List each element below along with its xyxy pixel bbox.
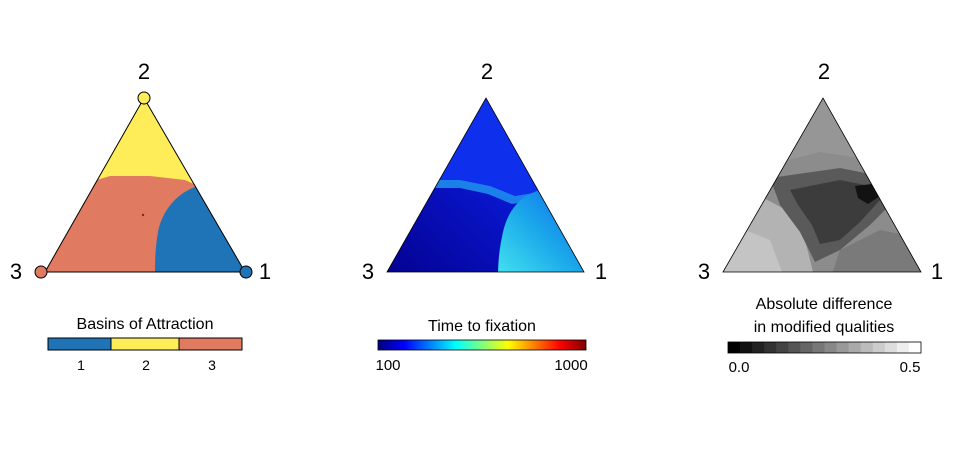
colorbar-step <box>884 342 898 353</box>
basins-legend-title: Basins of Attraction <box>77 316 214 333</box>
colorbar-step <box>764 342 777 353</box>
basins-ternary-map <box>45 98 245 272</box>
fixation-boundary-band <box>430 180 540 204</box>
difference-tick-max: 0.5 <box>900 359 921 376</box>
fixation-vertex-top-label: 2 <box>481 59 493 84</box>
difference-legend-title-line2: in modified qualities <box>754 319 895 336</box>
difference-legend-title-line1: Absolute difference <box>756 296 893 313</box>
legend-label-2: 2 <box>142 357 150 373</box>
legend-swatch-2 <box>110 337 180 351</box>
basins-triangle-border <box>44 96 246 273</box>
basins-vertex-left-label: 3 <box>10 259 22 284</box>
legend-label-3: 3 <box>208 357 216 373</box>
difference-colorbar <box>727 341 922 354</box>
basins-panel: 2 3 1 Basins of Attraction 1 2 3 <box>10 59 271 373</box>
fixation-triangle-border <box>386 97 585 273</box>
difference-triangle-border <box>722 97 922 273</box>
fixation-tick-max: 1000 <box>554 357 587 374</box>
fixation-vertex-left-label: 3 <box>362 259 374 284</box>
legend-label-1: 1 <box>77 357 85 373</box>
colorbar-border <box>727 341 922 354</box>
colorbar-step <box>800 342 813 353</box>
colorbar-step <box>872 342 886 353</box>
colorbar-step <box>728 342 741 353</box>
fixation-colorbar <box>377 339 587 351</box>
legend-swatch-3 <box>178 337 243 351</box>
difference-ternary-map <box>723 98 921 272</box>
interior-point <box>141 213 145 217</box>
colorbar-step <box>824 342 837 353</box>
diff-darkest-spot <box>855 184 880 204</box>
fixation-legend-title: Time to fixation <box>428 318 536 335</box>
colorbar-step <box>788 342 801 353</box>
colorbar-step <box>896 342 910 353</box>
colorbar-step <box>752 342 765 353</box>
difference-tick-min: 0.0 <box>729 359 750 376</box>
colorbar-step <box>908 342 922 353</box>
fixation-upper-region <box>387 98 584 200</box>
vertex-3-marker <box>34 265 48 279</box>
vertex-1-marker <box>239 265 253 279</box>
colorbar-step <box>848 342 862 353</box>
difference-vertex-left-label: 3 <box>698 259 710 284</box>
basins-legend: 1 2 3 <box>47 337 243 373</box>
colorbar-step <box>776 342 789 353</box>
basins-vertex-top-label: 2 <box>138 59 150 84</box>
colorbar-step <box>860 342 874 353</box>
legend-swatch-1 <box>47 337 112 351</box>
colorbar-step <box>812 342 825 353</box>
difference-panel: 2 3 1 Absolute difference in modified qu… <box>698 59 943 376</box>
colorbar-step <box>740 342 753 353</box>
basin-2-region <box>45 98 245 190</box>
colorbar-step <box>836 342 850 353</box>
vertex-2-marker <box>137 91 151 105</box>
fixation-tick-min: 100 <box>375 357 400 374</box>
fixation-panel: 2 3 1 Time to fixation 100 1000 <box>362 59 607 374</box>
fixation-vertex-right-label: 1 <box>595 259 607 284</box>
basins-vertex-right-label: 1 <box>259 259 271 284</box>
difference-vertex-top-label: 2 <box>818 59 830 84</box>
difference-vertex-right-label: 1 <box>931 259 943 284</box>
fixation-ternary-map <box>387 98 584 272</box>
